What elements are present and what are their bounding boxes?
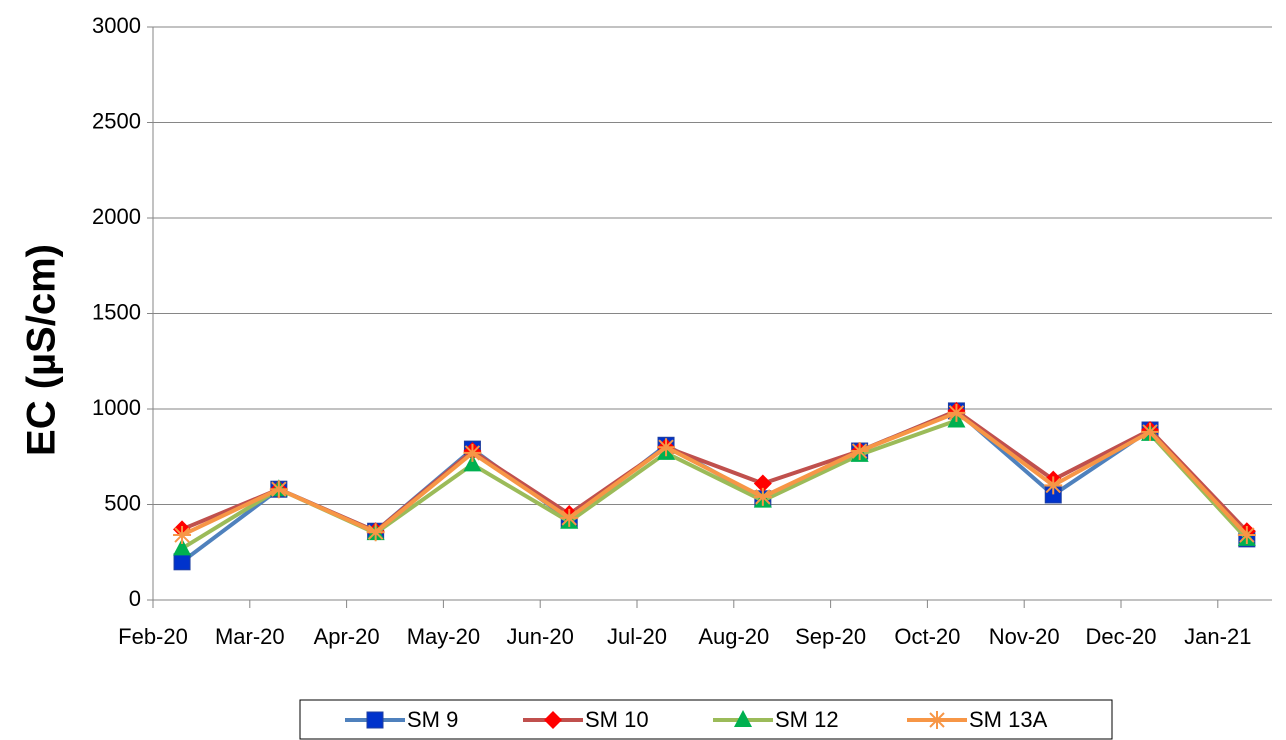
x-tick-label: Jul-20: [607, 624, 667, 649]
legend-label: SM 13A: [969, 707, 1048, 732]
marker: [173, 526, 192, 545]
marker: [463, 454, 482, 472]
marker: [173, 553, 191, 571]
marker: [463, 443, 482, 462]
marker: [734, 710, 752, 727]
marker: [269, 480, 288, 499]
marker: [1237, 526, 1256, 545]
legend-label: SM 12: [775, 707, 839, 732]
x-tick-label: Dec-20: [1086, 624, 1157, 649]
marker: [1141, 422, 1160, 441]
legend-label: SM 9: [407, 707, 458, 732]
y-tick-label: 1500: [92, 299, 141, 324]
series: [173, 410, 1256, 556]
x-tick-label: Jun-20: [507, 624, 574, 649]
marker: [560, 508, 579, 527]
legend-label: SM 10: [585, 707, 649, 732]
y-tick-label: 1000: [92, 395, 141, 420]
marker: [366, 711, 384, 729]
marker: [173, 538, 192, 556]
y-tick-label: 3000: [92, 13, 141, 38]
series: [173, 402, 1256, 571]
marker: [753, 474, 772, 493]
series-line: [180, 408, 1249, 564]
legend-box: [299, 699, 1113, 740]
y-tick-label: 500: [104, 490, 141, 515]
marker: [928, 711, 946, 729]
marker: [366, 523, 385, 542]
x-tick-label: Apr-20: [314, 624, 380, 649]
x-tick-label: Sep-20: [795, 624, 866, 649]
marker: [753, 487, 772, 506]
x-tick-label: May-20: [407, 624, 480, 649]
marker: [657, 438, 676, 457]
y-axis-label: EC (µS/cm): [20, 244, 64, 456]
y-tick-label: 2000: [92, 204, 141, 229]
x-tick-label: Nov-20: [989, 624, 1060, 649]
y-tick-label: 0: [129, 586, 141, 611]
marker: [544, 711, 562, 729]
marker: [1044, 476, 1063, 495]
x-tick-label: Feb-20: [118, 624, 188, 649]
y-tick-label: 2500: [92, 108, 141, 133]
series-line: [180, 418, 1249, 551]
series: [173, 403, 1256, 545]
marker: [850, 442, 869, 461]
x-tick-label: Aug-20: [698, 624, 769, 649]
marker: [947, 403, 966, 422]
x-tick-label: Oct-20: [894, 624, 960, 649]
x-tick-label: Jan-21: [1184, 624, 1251, 649]
series-line: [181, 410, 1249, 537]
x-tick-label: Mar-20: [215, 624, 285, 649]
